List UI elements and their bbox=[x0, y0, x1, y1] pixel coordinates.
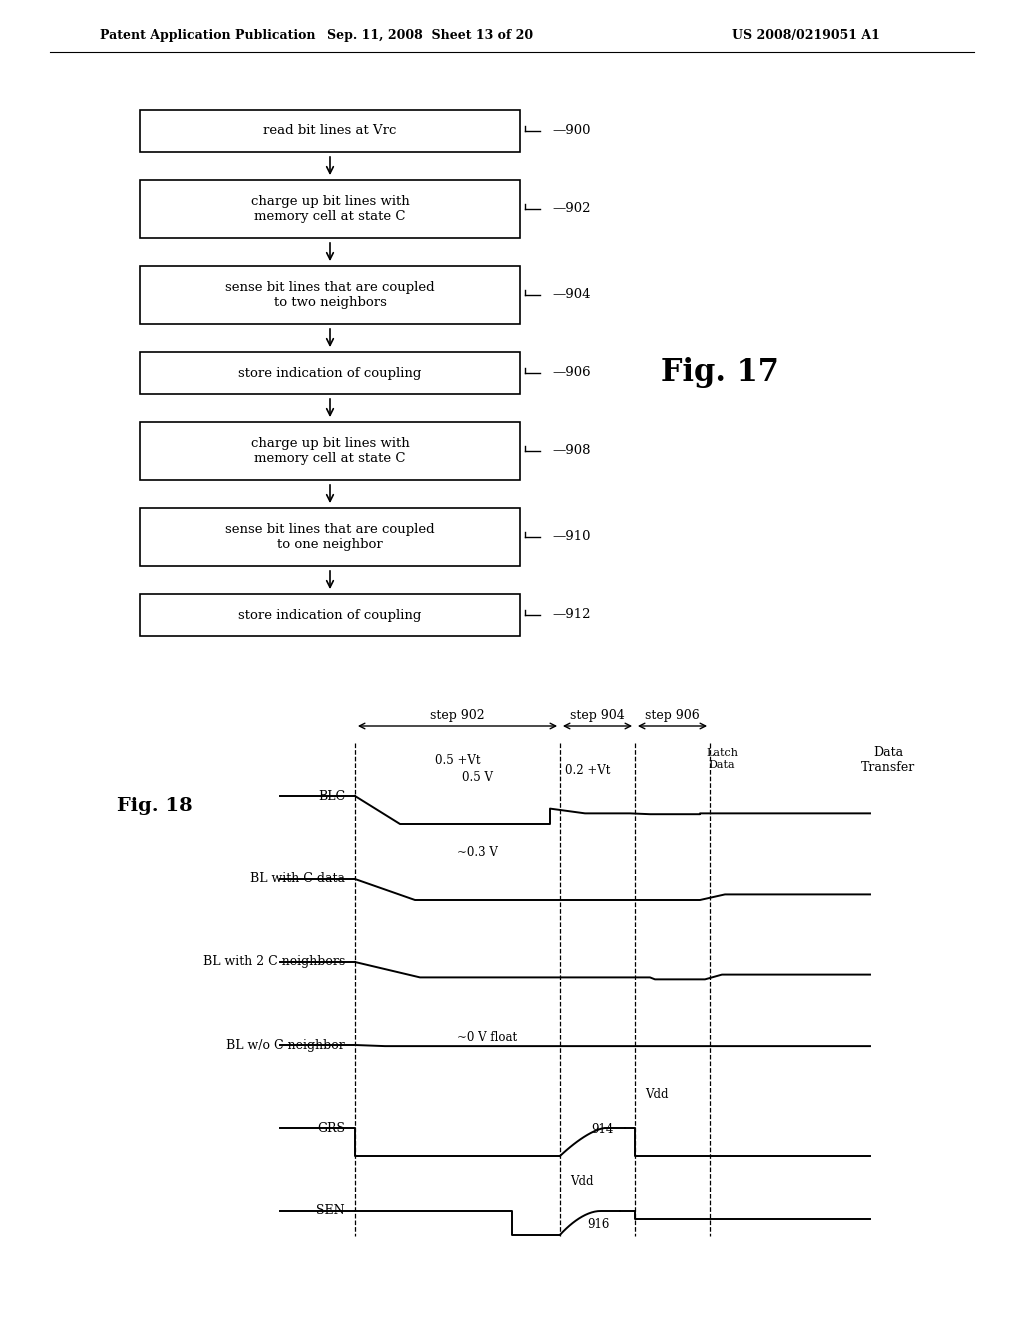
Text: —908: —908 bbox=[552, 445, 591, 458]
Text: Latch
Data: Latch Data bbox=[706, 748, 738, 770]
Text: BLC: BLC bbox=[317, 789, 345, 803]
Text: —912: —912 bbox=[552, 609, 591, 622]
Bar bbox=[140, 267, 520, 323]
Bar bbox=[140, 422, 520, 480]
Text: sense bit lines that are coupled
to one neighbor: sense bit lines that are coupled to one … bbox=[225, 523, 435, 550]
Bar bbox=[140, 594, 520, 636]
Text: SEN: SEN bbox=[316, 1204, 345, 1217]
Text: US 2008/0219051 A1: US 2008/0219051 A1 bbox=[732, 29, 880, 41]
Text: 0.5 +Vt: 0.5 +Vt bbox=[435, 754, 480, 767]
Text: step 904: step 904 bbox=[570, 710, 625, 722]
Text: Sep. 11, 2008  Sheet 13 of 20: Sep. 11, 2008 Sheet 13 of 20 bbox=[327, 29, 534, 41]
Text: charge up bit lines with
memory cell at state C: charge up bit lines with memory cell at … bbox=[251, 437, 410, 465]
Text: store indication of coupling: store indication of coupling bbox=[239, 367, 422, 380]
Bar bbox=[140, 352, 520, 393]
Text: Vdd: Vdd bbox=[570, 1175, 594, 1188]
Text: GRS: GRS bbox=[317, 1122, 345, 1134]
Text: —910: —910 bbox=[552, 531, 591, 544]
Text: 916: 916 bbox=[587, 1218, 609, 1232]
Text: BL w/o C neighbor: BL w/o C neighbor bbox=[226, 1039, 345, 1052]
Text: sense bit lines that are coupled
to two neighbors: sense bit lines that are coupled to two … bbox=[225, 281, 435, 309]
Text: step 906: step 906 bbox=[645, 710, 699, 722]
Text: charge up bit lines with
memory cell at state C: charge up bit lines with memory cell at … bbox=[251, 195, 410, 223]
Text: ~0 V float: ~0 V float bbox=[458, 1031, 517, 1044]
Text: —904: —904 bbox=[552, 289, 591, 301]
Text: read bit lines at Vrc: read bit lines at Vrc bbox=[263, 124, 396, 137]
Text: Data
Transfer: Data Transfer bbox=[861, 746, 915, 774]
Text: BL with C data: BL with C data bbox=[250, 873, 345, 886]
Text: ~0.3 V: ~0.3 V bbox=[457, 846, 498, 858]
Text: 0.5 V: 0.5 V bbox=[462, 771, 493, 784]
Text: step 902: step 902 bbox=[430, 710, 484, 722]
Text: 0.2 +Vt: 0.2 +Vt bbox=[565, 764, 610, 777]
Text: Fig. 17: Fig. 17 bbox=[662, 358, 779, 388]
Text: Patent Application Publication: Patent Application Publication bbox=[100, 29, 315, 41]
Bar bbox=[140, 508, 520, 566]
Bar bbox=[140, 180, 520, 238]
Text: Fig. 18: Fig. 18 bbox=[117, 797, 193, 814]
Text: —906: —906 bbox=[552, 367, 591, 380]
Text: 914: 914 bbox=[591, 1123, 613, 1137]
Text: BL with 2 C neighbors: BL with 2 C neighbors bbox=[203, 956, 345, 969]
Text: —900: —900 bbox=[552, 124, 591, 137]
Bar bbox=[140, 110, 520, 152]
Text: store indication of coupling: store indication of coupling bbox=[239, 609, 422, 622]
Text: Vdd: Vdd bbox=[645, 1088, 669, 1101]
Text: —902: —902 bbox=[552, 202, 591, 215]
